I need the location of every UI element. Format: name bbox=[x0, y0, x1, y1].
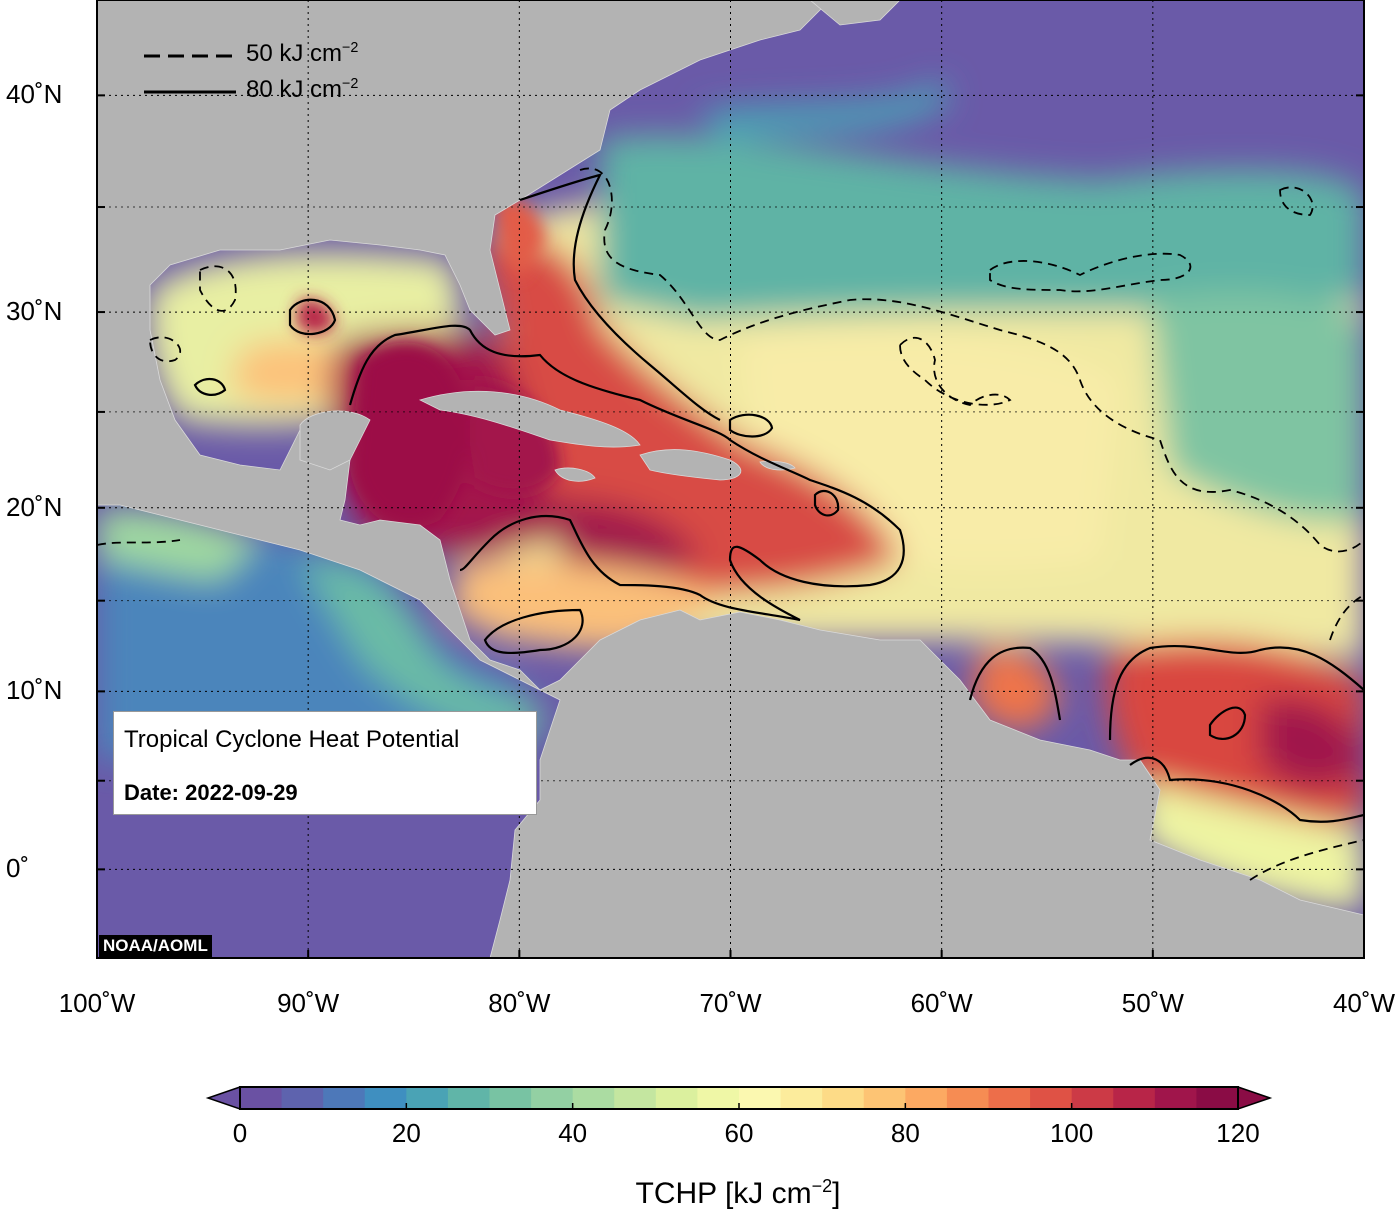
colorbar-tick-label: 0 bbox=[232, 1118, 248, 1148]
tchp-contours bbox=[193, 173, 1364, 823]
colorbar-over-arrow bbox=[1237, 1085, 1273, 1111]
latitude-label: 40˚N bbox=[6, 79, 63, 110]
colorbar-segment bbox=[572, 1087, 615, 1109]
colorbar-under-arrow bbox=[205, 1085, 241, 1111]
contour-50-gulf2 bbox=[199, 265, 237, 312]
contour-50-gulf bbox=[149, 336, 182, 363]
colorbar-segment bbox=[1154, 1087, 1198, 1109]
colorbar-segment bbox=[946, 1087, 990, 1109]
colorbar-segment bbox=[655, 1087, 699, 1109]
latitude-label: 0˚ bbox=[6, 853, 30, 884]
colorbar-segment bbox=[822, 1087, 865, 1109]
longitude-label: 70˚W bbox=[699, 988, 762, 1018]
longitude-label: 50˚W bbox=[1121, 988, 1184, 1018]
contour-80-small-2 bbox=[813, 489, 840, 517]
colorbar-segment bbox=[364, 1087, 407, 1109]
colorbar-tick-label: 80 bbox=[890, 1118, 920, 1148]
info-box: Tropical Cyclone Heat Potential Date: 20… bbox=[113, 711, 537, 815]
contour-80-caribbean bbox=[348, 324, 905, 622]
credit-label: NOAA/AOML bbox=[99, 935, 212, 958]
contour-80-gulf-small bbox=[193, 377, 227, 396]
colorbar-tick-label: 100 bbox=[1049, 1118, 1094, 1148]
contour-80-eye bbox=[1208, 706, 1247, 741]
colorbar-segment bbox=[406, 1087, 449, 1109]
contour-80-small-1 bbox=[728, 413, 774, 438]
colorbar-segment bbox=[1071, 1087, 1114, 1109]
colorbar-tick-label: 120 bbox=[1216, 1118, 1260, 1148]
contour-50-east-south bbox=[1249, 839, 1364, 881]
colorbar-segment bbox=[489, 1087, 532, 1109]
contour-80-sw bbox=[483, 608, 584, 655]
contour-50-northeast bbox=[1279, 186, 1314, 216]
legend-dashed-label: 50 kJ cm−2 bbox=[246, 40, 359, 67]
tchp-contours-dashed bbox=[97, 167, 1364, 881]
ocean-heat-field bbox=[97, 0, 1364, 958]
longitude-label: 80˚W bbox=[488, 988, 551, 1018]
colorbar-segment bbox=[240, 1087, 283, 1109]
colorbar-tick-label: 40 bbox=[558, 1118, 588, 1148]
longitude-label: 90˚W bbox=[277, 988, 340, 1018]
colorbar-segment bbox=[281, 1087, 324, 1109]
colorbar-title: TCHP [kJ cm−2] bbox=[635, 1176, 841, 1210]
dashed-line-swatch bbox=[144, 54, 236, 58]
axis-ticks bbox=[96, 94, 1365, 959]
colorbar-segment bbox=[447, 1087, 491, 1109]
colorbar-segment bbox=[323, 1087, 366, 1109]
latitude-label: 20˚N bbox=[6, 491, 63, 522]
info-date: Date: 2022-09-29 bbox=[124, 780, 298, 805]
colorbar-segment bbox=[780, 1087, 823, 1109]
colorbar-segment bbox=[739, 1087, 782, 1109]
colorbar-segment bbox=[988, 1087, 1031, 1109]
contour-80-east-2 bbox=[1108, 644, 1364, 741]
longitude-label: 60˚W bbox=[910, 988, 973, 1018]
colorbar-segment bbox=[697, 1087, 740, 1109]
colorbar-segment bbox=[614, 1087, 657, 1109]
contour-80-east-north bbox=[519, 173, 721, 421]
map-frame-content bbox=[97, 0, 1364, 958]
contour-50-main bbox=[579, 167, 1364, 553]
legend-solid-label: 80 kJ cm−2 bbox=[246, 76, 359, 103]
contour-50-pacific bbox=[97, 539, 181, 546]
land-masses bbox=[97, 0, 1364, 958]
colorbar-segment bbox=[863, 1087, 906, 1109]
latitude-label: 30˚N bbox=[6, 296, 63, 327]
latitude-label: 10˚N bbox=[6, 675, 63, 706]
longitude-label: 100˚W bbox=[58, 988, 136, 1018]
contour-50-north bbox=[989, 252, 1192, 293]
contour-80-east-1 bbox=[968, 646, 1062, 721]
colorbar-segment bbox=[905, 1087, 948, 1109]
colorbar-segment bbox=[1113, 1087, 1156, 1109]
colorbar-segment bbox=[1030, 1087, 1073, 1109]
contour-50-east-edge bbox=[1329, 594, 1364, 641]
colorbar-segment bbox=[1196, 1087, 1239, 1109]
longitude-label: 40˚W bbox=[1332, 988, 1396, 1018]
info-title: Tropical Cyclone Heat Potential bbox=[124, 726, 460, 753]
colorbar-tick-label: 20 bbox=[391, 1118, 421, 1148]
contour-80-gulf bbox=[288, 298, 337, 336]
contour-50-mid bbox=[899, 336, 1012, 406]
colorbar bbox=[205, 1085, 1273, 1111]
colorbar-tick-label: 60 bbox=[724, 1118, 754, 1148]
colorbar-segment bbox=[531, 1087, 574, 1109]
solid-line-swatch bbox=[144, 90, 236, 94]
contour-80-east-3 bbox=[1129, 756, 1364, 823]
